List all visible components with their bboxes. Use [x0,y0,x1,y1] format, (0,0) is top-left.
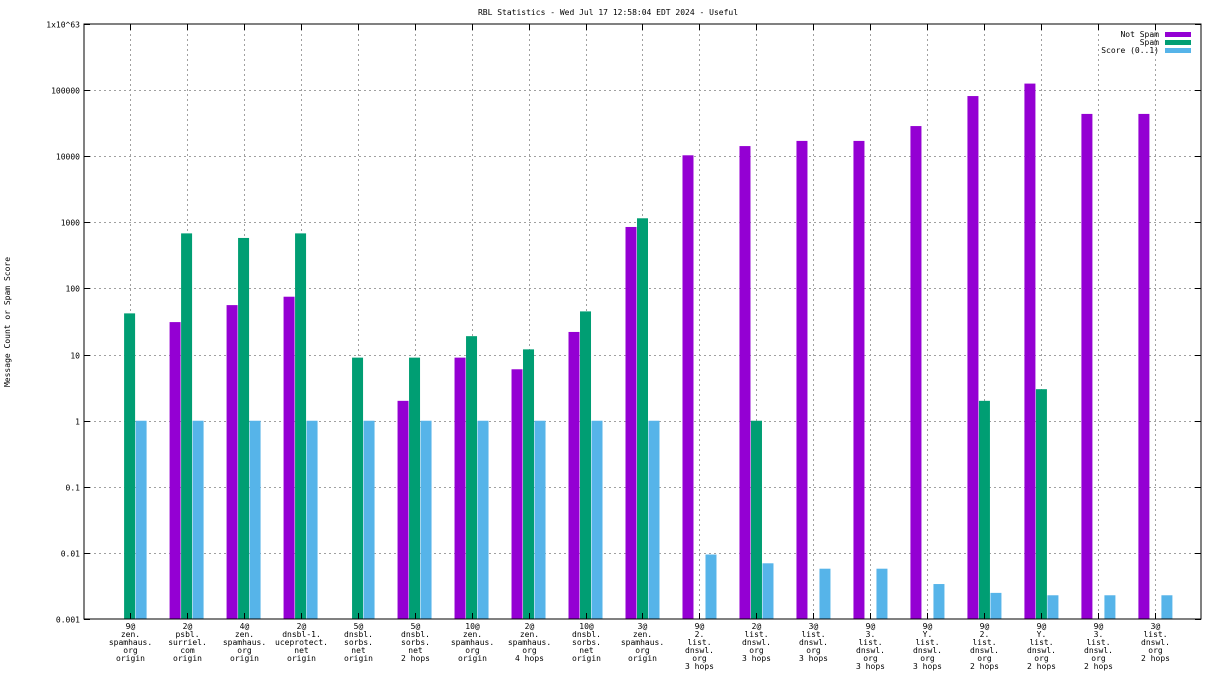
bar-not-spam [739,146,751,620]
bar-not-spam [967,96,979,620]
bar-not-spam [397,400,409,619]
bar-score-0-1 [306,420,318,619]
bar-score-0-1 [249,420,261,619]
x-tick-label: 9@ 2. list. dnswl. org 3 hops [685,622,714,671]
bar-not-spam [568,331,580,619]
y-tick-label: 0.01 [61,550,80,559]
bar-not-spam [853,140,865,619]
bar-not-spam [796,140,808,619]
x-tick-label: 2@ dnsbl-1. uceprotect. net origin [275,622,328,663]
bar-score-0-1 [762,563,774,619]
bar-score-0-1 [876,568,888,619]
x-tick-label: 9@ zen. spamhaus. org origin [109,622,152,663]
x-tick-label: 5@ dnsbl. sorbs. net 2 hops [401,622,430,663]
chart-title: RBL Statistics - Wed Jul 17 12:58:04 EDT… [478,8,738,17]
bar-spam [1035,389,1047,619]
y-axis-ticks: 1x10^63 100000 10000 1000 100 10 1 0.1 0.01 0.001 [46,21,1201,625]
bar-spam [409,357,421,619]
bar-spam [295,233,307,620]
bar-spam [352,357,364,619]
bar-spam [978,400,990,619]
x-tick-label: 9@ 2. list. dnswl. org 2 hops [970,622,999,671]
bar-spam [238,237,250,620]
bar-spam [580,311,592,619]
bar-score-0-1 [192,420,204,619]
bar-score-0-1 [933,584,945,619]
y-tick-label: 0.001 [56,616,80,625]
bar-score-0-1 [135,420,147,619]
x-tick-label: 3@ list. dnswl. org 2 hops [1141,622,1170,663]
bar-score-0-1 [591,420,603,619]
y-axis-label: Message Count or Spam Score [3,257,12,387]
bar-score-0-1 [1047,595,1059,619]
y-tick-label: 1000 [61,219,80,228]
x-tick-label: 9@ 3. list. dnswl. org 2 hops [1084,622,1113,671]
bar-score-0-1 [990,592,1002,619]
bar-not-spam [283,296,295,619]
bar-not-spam [1024,83,1036,619]
x-tick-label: 9@ 3. list. dnswl. org 3 hops [856,622,885,671]
legend-swatch [1165,32,1191,37]
x-tick-label: 2@ psbl. surriel. com origin [168,622,207,663]
x-tick-label: 3@ zen. spamhaus. org origin [621,622,664,663]
bar-not-spam [910,126,922,619]
legend-label: Not Spam [1120,30,1159,39]
y-tick-label: 10000 [56,153,80,162]
x-axis-ticks: 9@ zen. spamhaus. org origin 2@ psbl. surriel. c… [109,24,1170,671]
bar-not-spam [625,226,637,619]
bar-score-0-1 [420,420,432,619]
y-tick-label: 1x10^63 [46,21,80,30]
y-tick-label: 1 [75,418,80,427]
bar-score-0-1 [363,420,375,619]
x-tick-label: 9@ Y. list. dnswl. org 2 hops [1027,622,1056,671]
bar-spam [181,233,193,620]
legend-swatch [1165,40,1191,45]
x-tick-label: 5@ dnsbl. sorbs. net origin [344,622,373,663]
y-tick-label: 100000 [51,87,80,96]
x-tick-label: 10@ zen. spamhaus. org origin [451,622,494,663]
bar-not-spam [1081,113,1093,619]
y-tick-label: 10 [70,352,80,361]
bar-score-0-1 [819,568,831,619]
bar-spam [750,420,762,619]
legend-label: Score (0..1) [1101,46,1159,55]
x-tick-label: 2@ zen. spamhaus. org 4 hops [508,622,551,663]
bar-score-0-1 [648,420,660,619]
y-tick-label: 100 [66,285,81,294]
bar-not-spam [454,357,466,619]
bar-not-spam [682,155,694,619]
bar-spam [466,336,478,619]
bar-not-spam [511,369,523,619]
bar-score-0-1 [705,554,717,619]
x-tick-label: 2@ list. dnswl. org 3 hops [742,622,771,663]
bar-not-spam [1138,113,1150,619]
x-tick-label: 4@ zen. spamhaus. org origin [223,622,266,663]
bar-score-0-1 [534,420,546,619]
bar-spam [523,349,535,619]
bar-spam [637,218,648,619]
x-tick-label: 3@ list. dnswl. org 3 hops [799,622,828,663]
legend-label: Spam [1140,38,1159,47]
bar-spam [124,313,136,619]
x-tick-label: 10@ dnsbl. sorbs. net origin [572,622,601,663]
bar-score-0-1 [1161,595,1173,619]
legend-swatch [1165,48,1191,53]
bar-not-spam [169,322,181,619]
bar-not-spam [226,305,238,619]
x-tick-label: 9@ Y. list. dnswl. org 3 hops [913,622,942,671]
bar-score-0-1 [1104,595,1116,619]
bar-score-0-1 [477,420,489,619]
bars [124,83,1173,620]
y-tick-label: 0.1 [66,484,81,493]
